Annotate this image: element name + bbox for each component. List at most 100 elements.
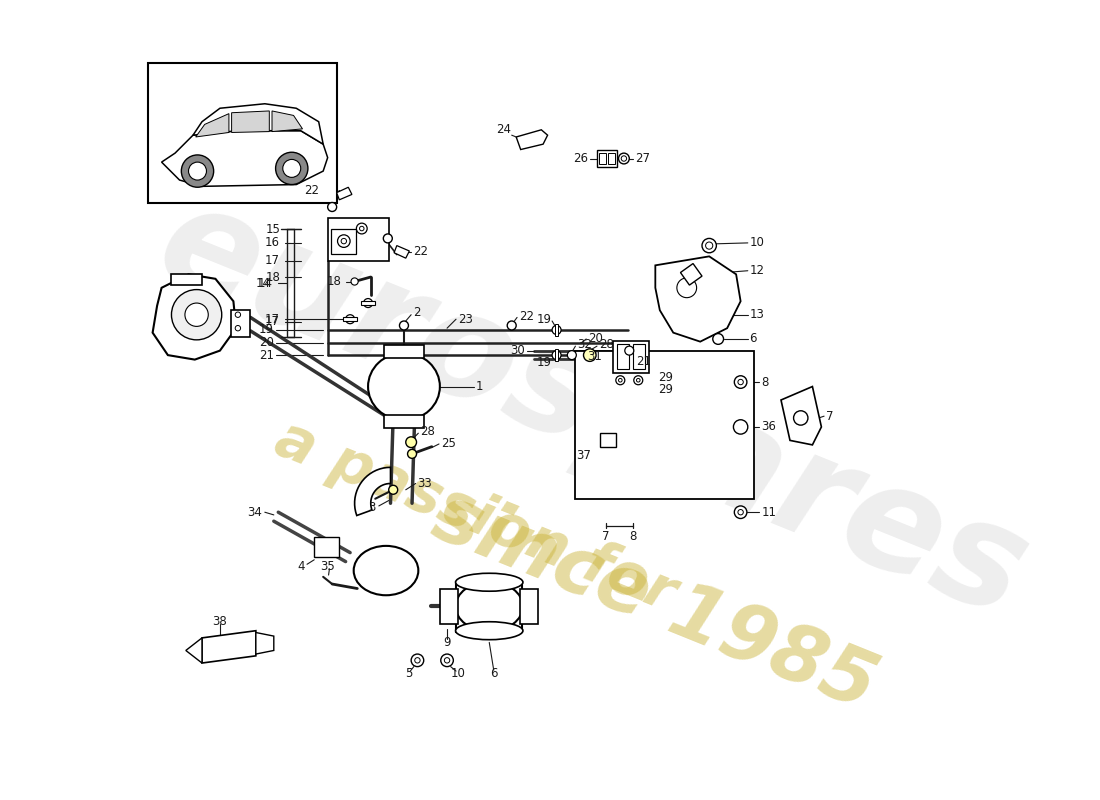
Circle shape [360,226,364,230]
Circle shape [235,326,241,331]
Circle shape [583,349,596,362]
Circle shape [616,376,625,385]
Text: 21: 21 [637,355,651,368]
Circle shape [552,350,561,360]
Text: 19: 19 [258,323,274,337]
Bar [520,589,538,625]
Circle shape [338,235,350,247]
Circle shape [415,658,420,663]
Text: 27: 27 [635,152,650,165]
Circle shape [406,437,417,447]
Polygon shape [394,246,409,258]
Bar [384,415,424,428]
Circle shape [283,159,300,178]
Circle shape [341,238,346,244]
Ellipse shape [455,622,522,640]
Circle shape [734,420,748,434]
Text: 2: 2 [412,306,420,319]
Circle shape [351,278,359,285]
Bar [554,349,559,362]
Text: 29: 29 [658,371,673,384]
Text: 17: 17 [265,315,280,328]
Bar [574,350,755,498]
Text: 10: 10 [749,237,764,250]
Text: 8: 8 [761,375,769,389]
Polygon shape [202,630,256,663]
Text: a passion for: a passion for [267,410,684,623]
Bar [597,150,617,166]
Bar [361,302,375,305]
Text: 21: 21 [258,349,274,362]
Circle shape [705,242,713,249]
Text: 18: 18 [265,270,280,283]
Bar [554,324,559,336]
Text: 32: 32 [578,338,592,351]
Bar [600,434,616,446]
Text: 23: 23 [458,313,473,326]
Text: 31: 31 [587,350,603,363]
Polygon shape [186,638,202,663]
Text: 33: 33 [417,477,432,490]
Bar [384,346,424,358]
Text: 9: 9 [443,636,451,649]
Text: 20: 20 [588,333,603,346]
Text: 28: 28 [420,425,434,438]
Text: 30: 30 [510,344,525,357]
Text: eurospares: eurospares [139,171,1046,647]
Text: 28: 28 [598,338,614,351]
Polygon shape [681,263,702,285]
Text: 22: 22 [305,184,320,198]
Circle shape [182,155,213,187]
Text: 11: 11 [761,506,777,518]
Circle shape [172,290,222,340]
Text: 7: 7 [602,530,609,543]
Bar [231,310,251,337]
Text: 34: 34 [248,506,262,518]
Circle shape [618,153,629,164]
Text: 38: 38 [212,615,228,628]
Text: 6: 6 [749,333,757,346]
Text: 14: 14 [257,277,273,290]
Bar [170,274,202,285]
Polygon shape [656,256,740,342]
Circle shape [399,321,408,330]
Bar [343,318,358,321]
Text: 36: 36 [761,421,777,434]
Bar [613,341,649,373]
Bar [607,153,615,164]
Text: 7: 7 [826,410,834,422]
Ellipse shape [368,353,440,420]
Text: since 1985: since 1985 [422,478,888,726]
Circle shape [621,156,627,162]
Circle shape [235,312,241,318]
Bar [328,218,388,261]
Text: 22: 22 [519,310,534,323]
Polygon shape [232,111,270,133]
Text: 25: 25 [441,437,455,450]
Bar [456,582,522,632]
Text: 24: 24 [496,123,512,136]
Ellipse shape [455,582,522,631]
Text: 37: 37 [575,449,591,462]
Bar [148,63,337,202]
Bar [440,589,458,625]
Circle shape [625,346,634,355]
Text: 13: 13 [749,308,764,322]
Bar [315,538,339,557]
Text: 3: 3 [368,502,375,514]
Text: 8: 8 [629,530,637,543]
Circle shape [328,202,337,211]
Text: 5: 5 [405,667,412,680]
Circle shape [411,654,424,666]
Circle shape [364,298,373,307]
Bar [632,344,646,370]
Polygon shape [781,386,822,445]
Circle shape [634,376,642,385]
Text: 6: 6 [490,667,497,680]
Text: 19: 19 [537,313,552,326]
Circle shape [507,321,516,330]
Circle shape [735,376,747,388]
Text: 22: 22 [412,246,428,258]
Ellipse shape [455,574,522,591]
Circle shape [618,378,623,382]
